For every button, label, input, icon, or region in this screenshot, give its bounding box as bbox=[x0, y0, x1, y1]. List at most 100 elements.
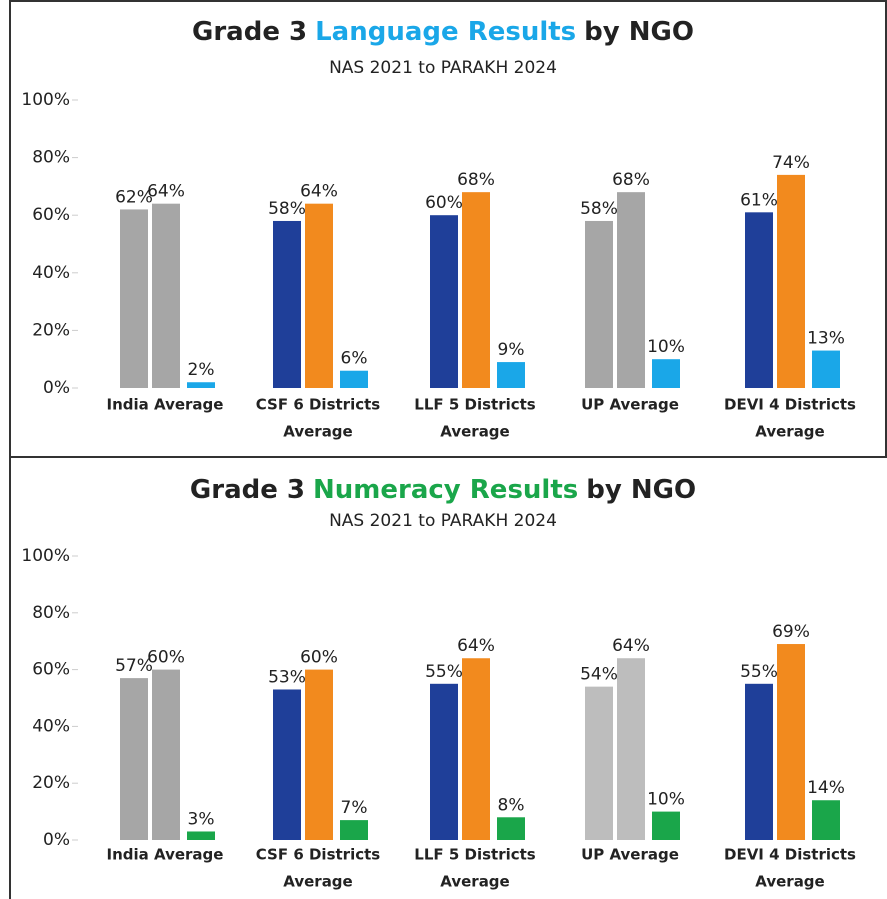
title-part: Grade 3 bbox=[190, 475, 305, 505]
x-tick-label: UP Average bbox=[581, 396, 679, 414]
chart-title: Grade 3 Numeracy Results by NGO bbox=[190, 475, 696, 505]
value-label: 64% bbox=[147, 182, 185, 202]
bar bbox=[430, 683, 458, 840]
y-tick-label: 0% bbox=[43, 378, 70, 398]
x-tick-label: LLF 5 Districts bbox=[414, 846, 536, 864]
value-label: 55% bbox=[740, 662, 778, 682]
value-label: 68% bbox=[612, 170, 650, 190]
bar bbox=[745, 212, 773, 388]
bar bbox=[187, 382, 215, 388]
y-tick-label: 80% bbox=[32, 603, 70, 623]
value-label: 60% bbox=[300, 648, 338, 668]
value-label: 60% bbox=[425, 193, 463, 213]
value-label: 74% bbox=[772, 153, 810, 173]
y-tick-label: 40% bbox=[32, 716, 70, 736]
value-label: 9% bbox=[498, 340, 525, 360]
y-tick-label: 60% bbox=[32, 205, 70, 225]
y-tick-label: 60% bbox=[32, 660, 70, 680]
bar bbox=[812, 350, 840, 388]
x-tick-label: DEVI 4 Districts bbox=[724, 396, 856, 414]
bar bbox=[652, 359, 680, 388]
bar bbox=[652, 811, 680, 840]
value-label: 69% bbox=[772, 622, 810, 642]
bar bbox=[462, 192, 490, 388]
x-tick-label: CSF 6 Districts bbox=[256, 846, 381, 864]
value-label: 68% bbox=[457, 170, 495, 190]
panel-border bbox=[9, 0, 887, 458]
x-tick-label: India Average bbox=[107, 846, 224, 864]
bar bbox=[187, 831, 215, 840]
x-tick-label: Average bbox=[755, 873, 824, 891]
value-label: 13% bbox=[807, 329, 845, 349]
bar bbox=[430, 215, 458, 388]
value-label: 58% bbox=[580, 199, 618, 219]
bar bbox=[497, 817, 525, 840]
bar bbox=[305, 669, 333, 840]
bar bbox=[273, 220, 301, 388]
value-label: 60% bbox=[147, 648, 185, 668]
bar bbox=[585, 220, 613, 388]
title-part: by NGO bbox=[586, 475, 696, 505]
y-tick-label: 100% bbox=[21, 90, 70, 110]
bar bbox=[745, 683, 773, 840]
x-tick-label: CSF 6 Districts bbox=[256, 396, 381, 414]
bar bbox=[777, 644, 805, 840]
x-tick-label: Average bbox=[283, 873, 352, 891]
x-tick-label: Average bbox=[283, 423, 352, 441]
bar bbox=[152, 669, 180, 840]
bar bbox=[617, 658, 645, 840]
value-label: 53% bbox=[268, 667, 306, 687]
x-tick-label: Average bbox=[755, 423, 824, 441]
value-label: 7% bbox=[341, 798, 368, 818]
value-label: 6% bbox=[341, 349, 368, 369]
value-label: 57% bbox=[115, 656, 153, 676]
value-label: 64% bbox=[457, 636, 495, 656]
bar bbox=[340, 820, 368, 840]
y-tick-label: 40% bbox=[32, 263, 70, 283]
value-label: 58% bbox=[268, 199, 306, 219]
bar bbox=[152, 203, 180, 388]
value-label: 54% bbox=[580, 665, 618, 685]
value-label: 2% bbox=[188, 360, 215, 380]
x-tick-label: DEVI 4 Districts bbox=[724, 846, 856, 864]
value-label: 3% bbox=[188, 809, 215, 829]
bar bbox=[462, 658, 490, 840]
y-tick-label: 100% bbox=[21, 546, 70, 566]
chart-subtitle: NAS 2021 to PARAKH 2024 bbox=[329, 58, 557, 78]
x-tick-label: Average bbox=[440, 873, 509, 891]
bar bbox=[273, 689, 301, 840]
chart-subtitle: NAS 2021 to PARAKH 2024 bbox=[329, 511, 557, 531]
title-part: Numeracy Results bbox=[313, 475, 578, 505]
bar bbox=[120, 209, 148, 388]
x-tick-label: Average bbox=[440, 423, 509, 441]
value-label: 62% bbox=[115, 187, 153, 207]
x-tick-label: LLF 5 Districts bbox=[414, 396, 536, 414]
title-part: Grade 3 bbox=[192, 17, 307, 47]
y-tick-label: 20% bbox=[32, 320, 70, 340]
bar bbox=[617, 192, 645, 388]
value-label: 10% bbox=[647, 790, 685, 810]
bar bbox=[812, 800, 840, 840]
chart-title: Grade 3 Language Results by NGO bbox=[192, 17, 694, 47]
x-tick-label: India Average bbox=[107, 396, 224, 414]
value-label: 8% bbox=[498, 795, 525, 815]
x-tick-label: UP Average bbox=[581, 846, 679, 864]
value-label: 10% bbox=[647, 337, 685, 357]
value-label: 61% bbox=[740, 190, 778, 210]
bar bbox=[497, 362, 525, 388]
bar bbox=[777, 174, 805, 388]
y-tick-label: 20% bbox=[32, 773, 70, 793]
value-label: 64% bbox=[612, 636, 650, 656]
bar bbox=[305, 203, 333, 388]
y-tick-label: 80% bbox=[32, 148, 70, 168]
bar bbox=[340, 370, 368, 388]
title-part: by NGO bbox=[584, 17, 694, 47]
value-label: 55% bbox=[425, 662, 463, 682]
value-label: 14% bbox=[807, 778, 845, 798]
bar bbox=[585, 686, 613, 840]
title-part: Language Results bbox=[315, 17, 576, 47]
y-tick-label: 0% bbox=[43, 830, 70, 850]
bar bbox=[120, 678, 148, 840]
value-label: 64% bbox=[300, 182, 338, 202]
